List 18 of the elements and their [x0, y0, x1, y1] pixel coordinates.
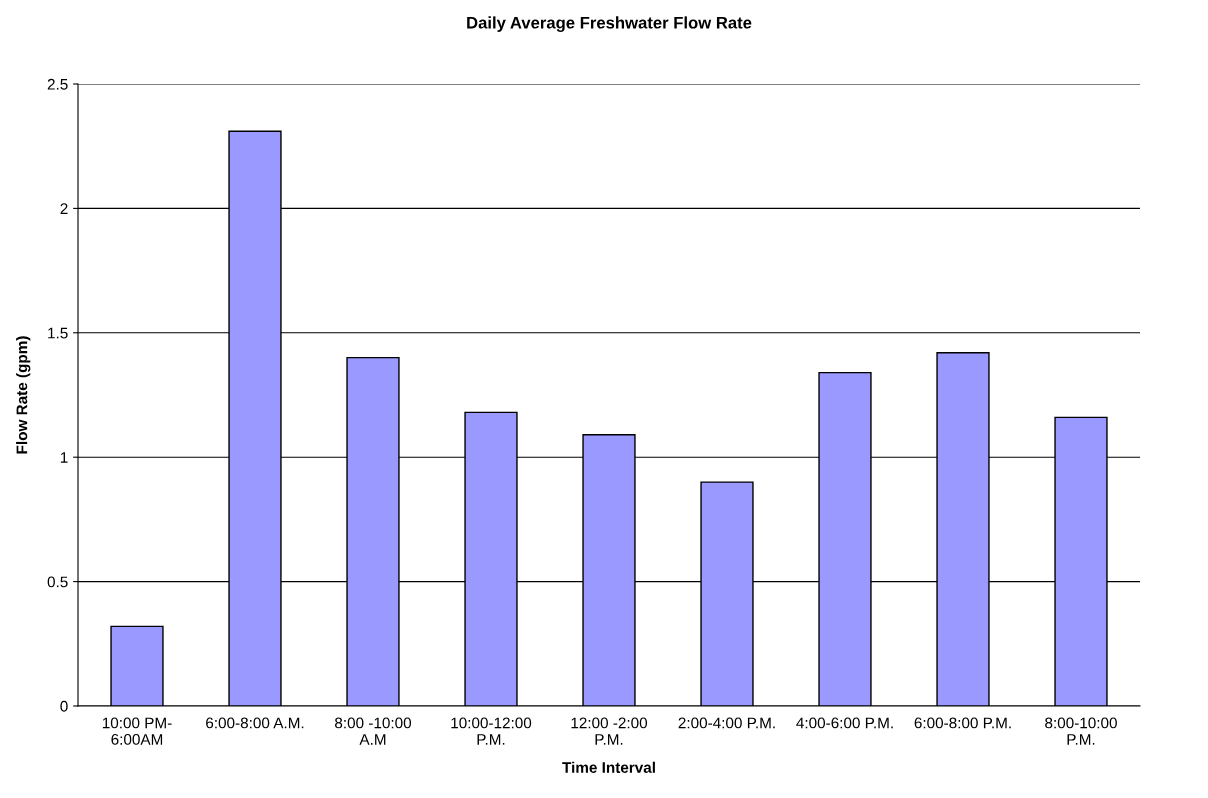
- x-tick-label: 4:00-6:00 P.M.: [796, 717, 893, 729]
- x-tick-label: 6:00-8:00 P.M.: [914, 717, 1011, 729]
- x-tick-label: 8:00-10:00 P.M.: [1045, 717, 1117, 745]
- y-axis-title: Flow Rate (gpm): [16, 336, 31, 454]
- chart-title: Daily Average Freshwater Flow Rate: [467, 16, 752, 32]
- x-tick-label: 10:00-12:00 P.M.: [451, 717, 532, 745]
- y-tick-label: 1.5: [48, 327, 68, 339]
- x-tick-label: 8:00 -10:00 A.M: [335, 717, 412, 745]
- x-tick-label: 2:00-4:00 P.M.: [678, 717, 775, 729]
- x-tick-label: 6:00-8:00 A.M.: [206, 717, 304, 729]
- x-tick-label: 10:00 PM- 6:00AM: [102, 717, 172, 745]
- x-axis-title: Time Interval: [562, 761, 655, 773]
- y-tick-label: 2: [60, 203, 68, 214]
- y-tick-label: 2.5: [47, 78, 68, 90]
- y-tick-label: 1: [60, 452, 68, 463]
- y-tick-label: 0: [60, 700, 68, 712]
- x-tick-label: 12:00 -2:00 P.M.: [571, 717, 648, 745]
- y-tick-label: 0.5: [47, 576, 68, 588]
